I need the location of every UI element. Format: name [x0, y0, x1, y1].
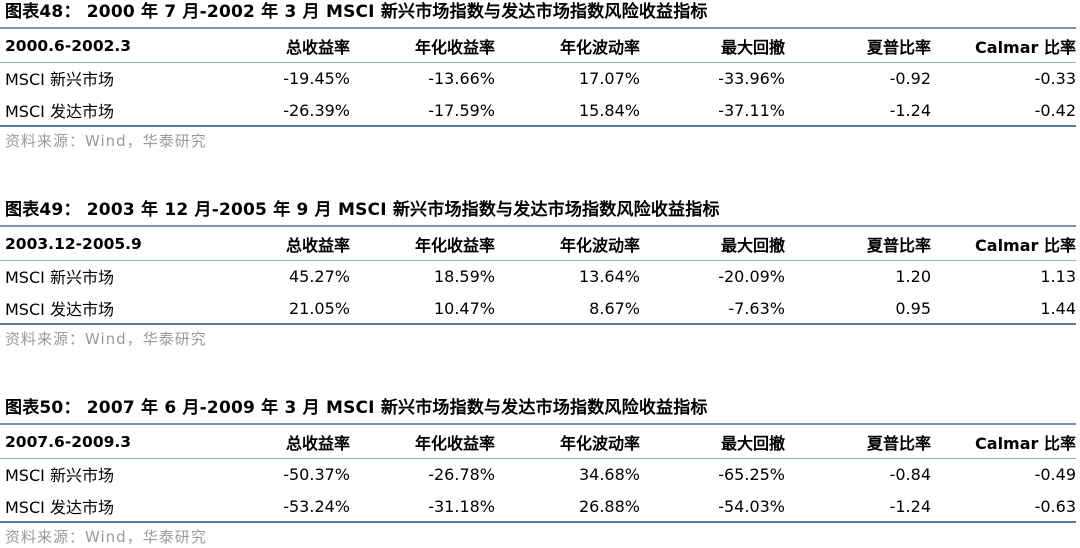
column-header: 总收益率 [285, 236, 350, 255]
column-header: 总收益率 [285, 434, 350, 453]
table-cell: 34.68% [578, 464, 640, 484]
table-row: MSCI 新兴市场 -19.45% -13.66% 17.07% -33.96%… [0, 62, 1076, 94]
figure-title: 图表49： 2003 年 12 月-2005 年 9 月 MSCI 新兴市场指数… [5, 200, 720, 220]
table-cell: -19.45% [283, 68, 350, 88]
metrics-table: 2000.6-2002.3 总收益率 年化收益率 年化波动率 最大回撤 夏普比率… [0, 30, 1076, 126]
table-cell: -17.59% [428, 100, 495, 120]
source-note: 资料来源：Wind，华泰研究 [5, 330, 207, 348]
table-header-row: 2000.6-2002.3 总收益率 年化收益率 年化波动率 最大回撤 夏普比率… [0, 30, 1076, 62]
table-header-rule [0, 62, 1076, 63]
table-cell: -65.25% [718, 464, 785, 484]
table-cell: 18.59% [433, 266, 495, 286]
figure-48: 图表48： 2000 年 7 月-2002 年 3 月 MSCI 新兴市场指数与… [0, 0, 1080, 150]
table-cell: -0.92 [889, 68, 931, 88]
table-cell: -0.49 [1034, 464, 1076, 484]
table-cell: -0.33 [1034, 68, 1076, 88]
table-header-rule [0, 260, 1076, 261]
column-header: 夏普比率 [866, 236, 931, 255]
source-note: 资料来源：Wind，华泰研究 [5, 528, 207, 546]
table-top-rule [0, 423, 1076, 425]
table-cell: -37.11% [718, 100, 785, 120]
metrics-table: 2007.6-2009.3 总收益率 年化收益率 年化波动率 最大回撤 夏普比率… [0, 426, 1076, 522]
table-cell: 17.07% [578, 68, 640, 88]
table-cell: 1.44 [1040, 298, 1076, 318]
table-cell: 45.27% [288, 266, 350, 286]
column-header: 总收益率 [285, 38, 350, 57]
column-header: 年化收益率 [414, 236, 495, 255]
column-header: 最大回撤 [720, 236, 785, 255]
table-cell: 1.20 [895, 266, 931, 286]
table-row: MSCI 新兴市场 -50.37% -26.78% 34.68% -65.25%… [0, 458, 1076, 490]
table-cell: 26.88% [578, 496, 640, 516]
table-top-rule [0, 27, 1076, 29]
column-header: 年化波动率 [559, 434, 640, 453]
column-header: 最大回撤 [720, 434, 785, 453]
column-header: Calmar 比率 [975, 434, 1076, 453]
table-header-row: 2007.6-2009.3 总收益率 年化收益率 年化波动率 最大回撤 夏普比率… [0, 426, 1076, 458]
column-header: 夏普比率 [866, 434, 931, 453]
table-cell: 21.05% [288, 298, 350, 318]
column-header: 最大回撤 [720, 38, 785, 57]
column-header: 年化波动率 [559, 236, 640, 255]
table-cell: -13.66% [428, 68, 495, 88]
table-header-row: 2003.12-2005.9 总收益率 年化收益率 年化波动率 最大回撤 夏普比… [0, 228, 1076, 260]
table-cell: -31.18% [428, 496, 495, 516]
table-cell: -0.84 [889, 464, 931, 484]
table-row: MSCI 发达市场 21.05% 10.47% 8.67% -7.63% 0.9… [0, 292, 1076, 324]
metrics-table: 2003.12-2005.9 总收益率 年化收益率 年化波动率 最大回撤 夏普比… [0, 228, 1076, 324]
column-header: 年化波动率 [559, 38, 640, 57]
table-cell: 10.47% [433, 298, 495, 318]
period-header: 2007.6-2009.3 [5, 433, 132, 451]
table-cell: 15.84% [578, 100, 640, 120]
figure-49: 图表49： 2003 年 12 月-2005 年 9 月 MSCI 新兴市场指数… [0, 198, 1080, 348]
column-header: 年化收益率 [414, 434, 495, 453]
table-cell: -26.78% [428, 464, 495, 484]
source-note: 资料来源：Wind，华泰研究 [5, 132, 207, 150]
period-header: 2003.12-2005.9 [5, 235, 142, 253]
row-label: MSCI 发达市场 [5, 498, 114, 517]
table-cell: 8.67% [589, 298, 640, 318]
table-cell: -53.24% [283, 496, 350, 516]
table-cell: 1.13 [1040, 266, 1076, 286]
column-header: Calmar 比率 [975, 38, 1076, 57]
figure-title: 图表48： 2000 年 7 月-2002 年 3 月 MSCI 新兴市场指数与… [5, 2, 708, 22]
table-cell: -54.03% [718, 496, 785, 516]
table-cell: -26.39% [283, 100, 350, 120]
column-header: 夏普比率 [866, 38, 931, 57]
table-top-rule [0, 225, 1076, 227]
table-cell: -1.24 [889, 100, 931, 120]
table-cell: -50.37% [283, 464, 350, 484]
table-row: MSCI 发达市场 -26.39% -17.59% 15.84% -37.11%… [0, 94, 1076, 126]
row-label: MSCI 新兴市场 [5, 466, 114, 485]
row-label: MSCI 发达市场 [5, 102, 114, 121]
table-row: MSCI 发达市场 -53.24% -31.18% 26.88% -54.03%… [0, 490, 1076, 522]
table-cell: 13.64% [578, 266, 640, 286]
row-label: MSCI 新兴市场 [5, 70, 114, 89]
table-bottom-rule [0, 323, 1076, 325]
table-row: MSCI 新兴市场 45.27% 18.59% 13.64% -20.09% 1… [0, 260, 1076, 292]
table-bottom-rule [0, 521, 1076, 523]
column-header: Calmar 比率 [975, 236, 1076, 255]
table-cell: -33.96% [718, 68, 785, 88]
table-cell: 0.95 [895, 298, 931, 318]
table-cell: -1.24 [889, 496, 931, 516]
table-header-rule [0, 458, 1076, 459]
row-label: MSCI 新兴市场 [5, 268, 114, 287]
table-cell: -7.63% [728, 298, 785, 318]
column-header: 年化收益率 [414, 38, 495, 57]
table-cell: -0.63 [1034, 496, 1076, 516]
table-cell: -0.42 [1034, 100, 1076, 120]
table-cell: -20.09% [718, 266, 785, 286]
period-header: 2000.6-2002.3 [5, 37, 132, 55]
row-label: MSCI 发达市场 [5, 300, 114, 319]
table-bottom-rule [0, 125, 1076, 127]
figure-50: 图表50： 2007 年 6 月-2009 年 3 月 MSCI 新兴市场指数与… [0, 396, 1080, 546]
figure-title: 图表50： 2007 年 6 月-2009 年 3 月 MSCI 新兴市场指数与… [5, 398, 708, 418]
